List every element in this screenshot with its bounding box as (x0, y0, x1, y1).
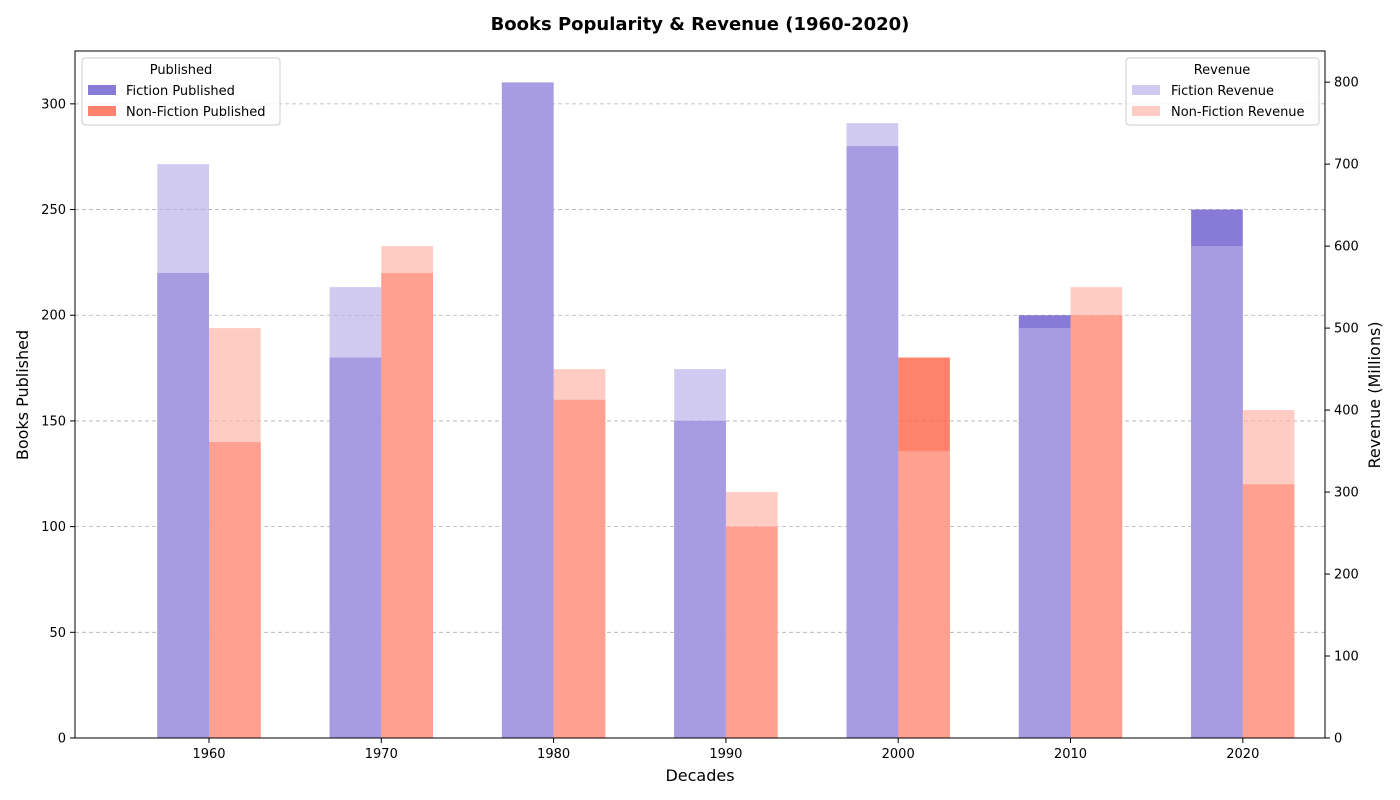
x-tick-label: 1980 (537, 747, 570, 762)
y2-tick-label: 800 (1334, 76, 1359, 91)
x-tick-label: 2010 (1054, 747, 1087, 762)
x-tick-label: 2000 (882, 747, 915, 762)
x-axis-label: Decades (665, 766, 734, 785)
bar-fiction-revenue-1960 (157, 164, 209, 738)
legend-swatch-fiction-published (88, 85, 116, 95)
y2-tick-label: 0 (1334, 732, 1342, 747)
legend-published-title: Published (150, 63, 213, 78)
bar-non-fiction-revenue-2010 (1070, 287, 1123, 738)
y2-tick-label: 700 (1334, 158, 1359, 173)
axes-layer (74, 50, 1326, 739)
y-axis-label: Books Published (13, 330, 32, 460)
legend-published-box (81, 57, 281, 126)
y2-tick-label: 100 (1334, 650, 1359, 665)
x-tick-label: 1960 (192, 747, 225, 762)
bar-fiction-revenue-2000 (846, 123, 899, 739)
bar-non-fiction-revenue-1980 (553, 369, 606, 738)
bar-non-fiction-revenue-2000 (898, 451, 950, 738)
bar-fiction-revenue-2010 (1018, 328, 1071, 738)
legend-label-fiction-revenue: Fiction Revenue (1171, 84, 1274, 99)
bar-fiction-revenue-2020 (1191, 246, 1243, 738)
bar-non-fiction-revenue-2020 (1242, 410, 1295, 738)
bar-fiction-revenue-1980 (501, 82, 554, 738)
legend-revenue-title: Revenue (1194, 63, 1251, 78)
y-tick-label: 100 (41, 520, 66, 535)
legend-label-fiction-published: Fiction Published (126, 84, 235, 99)
bars-layer (157, 82, 1295, 739)
bar-non-fiction-revenue-1970 (381, 246, 433, 738)
legend-label-nonfiction-revenue: Non-Fiction Revenue (1171, 105, 1305, 120)
x-tick-label: 1990 (709, 747, 742, 762)
x-tick-label: 1970 (365, 747, 398, 762)
y-tick-label: 300 (41, 97, 66, 112)
legend-revenue-box (1125, 57, 1320, 126)
ticks-layer: 0 50 100 150 200 250 300 0 100 200 300 400 500 600 700… (41, 76, 1359, 762)
bar-non-fiction-revenue-1960 (209, 328, 261, 738)
y-tick-label: 150 (41, 414, 66, 429)
x-tick-label: 2020 (1226, 747, 1259, 762)
y-tick-label: 250 (41, 203, 66, 218)
y-tick-label: 200 (41, 309, 66, 324)
legend-published: Published Fiction Published Non-Fiction … (81, 57, 281, 126)
legend-label-nonfiction-published: Non-Fiction Published (126, 105, 266, 120)
y2-axis-label: Revenue (Millions) (1365, 321, 1384, 468)
y-tick-label: 0 (58, 732, 66, 747)
bar-fiction-revenue-1970 (329, 287, 382, 738)
y2-tick-label: 200 (1334, 568, 1359, 583)
y2-tick-label: 300 (1334, 486, 1359, 501)
plot-frame (74, 50, 1326, 739)
y2-tick-label: 400 (1334, 404, 1359, 419)
y2-tick-label: 500 (1334, 322, 1359, 337)
legend-swatch-nonfiction-revenue (1132, 106, 1160, 116)
bar-non-fiction-revenue-1990 (725, 492, 778, 738)
legend-swatch-fiction-revenue (1132, 85, 1160, 95)
bar-fiction-revenue-1990 (674, 369, 726, 738)
y2-tick-label: 600 (1334, 240, 1359, 255)
legend-revenue: Revenue Fiction Revenue Non-Fiction Reve… (1125, 57, 1320, 126)
y-tick-label: 50 (49, 626, 66, 641)
legend-swatch-nonfiction-published (88, 106, 116, 116)
chart-title: Books Popularity & Revenue (1960-2020) (491, 14, 910, 35)
